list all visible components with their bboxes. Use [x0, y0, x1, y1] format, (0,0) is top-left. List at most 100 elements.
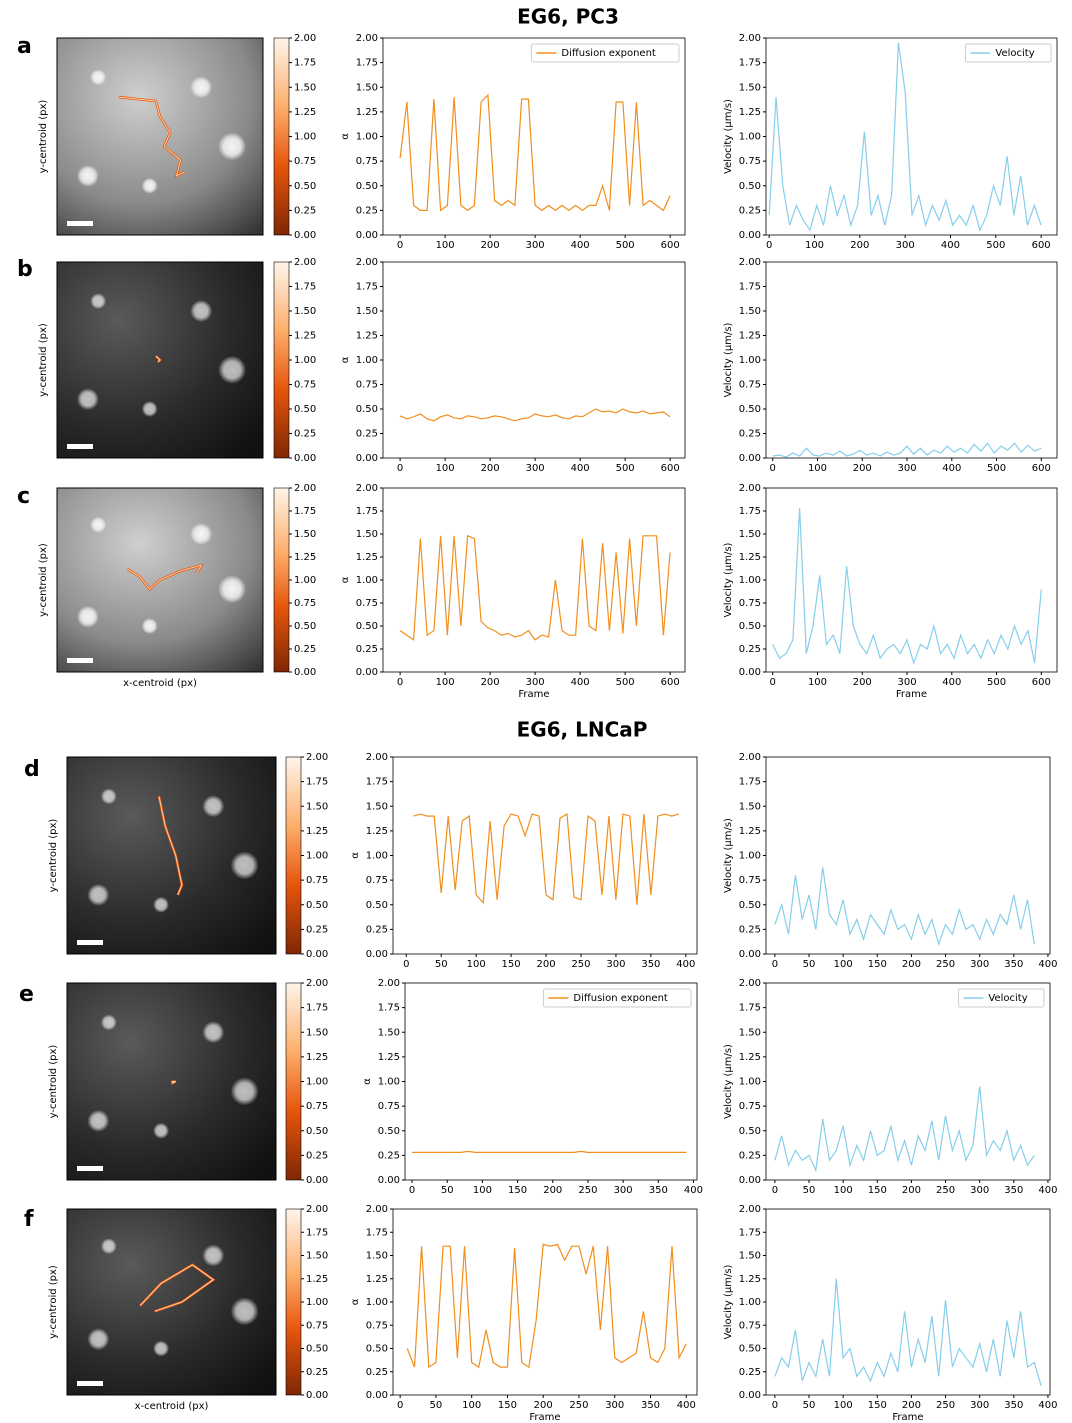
y-tick-label: 2.00	[739, 257, 761, 268]
scale-bar	[67, 221, 93, 226]
plot-frame	[382, 487, 686, 673]
x-tick-label: 400	[1038, 1185, 1057, 1196]
y-tick-label: 0.50	[356, 621, 378, 632]
plot-frame	[382, 37, 686, 236]
cell-spot	[100, 788, 117, 805]
x-tick-label: 200	[481, 677, 500, 688]
data-line	[774, 867, 1035, 947]
cell-spot	[190, 300, 213, 322]
y-tick-label: 1.50	[739, 82, 761, 93]
colorbar-tick-label: 1.25	[294, 107, 316, 118]
colorbar-tick-label: 1.75	[306, 1003, 328, 1014]
colorbar-tick-label: 1.75	[306, 1227, 328, 1238]
x-tick-label: 600	[1032, 463, 1051, 474]
frame	[56, 487, 264, 673]
y-tick-label: 2.00	[356, 483, 378, 494]
y-tick-label: 0.25	[356, 429, 378, 440]
x-tick-label: 200	[850, 240, 869, 251]
cell-spot	[202, 795, 225, 818]
y-tick-label: 0.50	[356, 404, 378, 415]
y-axis-label: Velocity (μm/s)	[723, 542, 734, 617]
y-tick-label: 0.75	[356, 156, 378, 167]
x-tick-label: 0	[397, 1400, 403, 1411]
x-tick-label: 250	[571, 959, 590, 970]
y-tick-label: 0.25	[378, 1150, 400, 1161]
cell-spot	[218, 355, 247, 384]
x-tick-label: 0	[772, 959, 778, 970]
y-axis-label: α	[340, 133, 351, 140]
y-tick-label: 0.00	[739, 230, 761, 241]
y-tick-label: 0.50	[739, 1344, 761, 1355]
y-tick-label: 2.00	[739, 978, 761, 989]
legend-label: Velocity	[988, 993, 1027, 1004]
colorbar-tick-label: 1.00	[306, 1077, 328, 1088]
plot-frame	[392, 756, 698, 955]
cell-spot	[230, 851, 259, 880]
y-tick-label: 1.25	[356, 552, 378, 563]
colorbar-tick-label: 1.00	[294, 355, 316, 366]
y-tick-label: 1.50	[356, 306, 378, 317]
y-axis-label: y-centroid (px)	[48, 819, 59, 893]
y-axis-label: Velocity (μm/s)	[723, 99, 734, 174]
y-tick-label: 0.50	[366, 900, 388, 911]
data-line	[413, 813, 679, 905]
plot-frame	[382, 261, 686, 459]
frame	[66, 1208, 277, 1396]
cell-spot	[100, 1238, 117, 1255]
colorbar-tick-label: 0.75	[294, 380, 316, 391]
colorbar-tick-label: 1.25	[294, 331, 316, 342]
x-tick-label: 400	[1038, 1400, 1057, 1411]
x-tick-label: 50	[441, 1185, 454, 1196]
y-tick-label: 0.75	[739, 380, 761, 391]
x-tick-label: 0	[397, 677, 403, 688]
y-tick-label: 1.50	[356, 82, 378, 93]
cell-spot	[141, 618, 158, 634]
colorbar-tick-label: 0.50	[306, 1344, 328, 1355]
colorbar-tick-label: 1.00	[306, 851, 328, 862]
y-axis-label: y-centroid (px)	[48, 1265, 59, 1339]
x-tick-label: 500	[616, 240, 635, 251]
x-tick-label: 150	[868, 1185, 887, 1196]
y-tick-label: 1.25	[739, 552, 761, 563]
y-tick-label: 1.75	[739, 282, 761, 293]
colorbar-tick-label: 0.00	[294, 453, 316, 464]
colorbar	[273, 261, 290, 459]
y-tick-label: 2.00	[356, 33, 378, 44]
x-tick-label: 100	[808, 677, 827, 688]
image-panel	[56, 261, 264, 459]
x-tick-label: 350	[1004, 959, 1023, 970]
data-line	[772, 508, 1042, 665]
plot-frame	[765, 487, 1058, 673]
x-tick-label: 0	[397, 463, 403, 474]
x-tick-label: 100	[473, 1185, 492, 1196]
data-line	[399, 534, 671, 641]
colorbar-tick-label: 1.25	[306, 826, 328, 837]
y-tick-label: 0.50	[739, 621, 761, 632]
x-tick-label: 600	[1032, 240, 1051, 251]
y-axis-label: y-centroid (px)	[38, 100, 49, 174]
y-tick-label: 1.50	[739, 1027, 761, 1038]
image-panel	[56, 487, 264, 673]
y-tick-label: 0.00	[739, 667, 761, 678]
x-tick-label: 100	[467, 959, 486, 970]
x-tick-label: 50	[803, 1185, 816, 1196]
plot-frame	[404, 982, 698, 1181]
colorbar-tick-label: 0.50	[294, 181, 316, 192]
scale-bar	[77, 1166, 103, 1171]
trajectory-highlight	[171, 1081, 176, 1084]
plot-frame	[392, 1208, 698, 1396]
y-tick-label: 0.00	[739, 1175, 761, 1186]
colorbar-tick-label: 2.00	[294, 257, 316, 268]
y-tick-label: 2.00	[366, 752, 388, 763]
y-tick-label: 1.25	[378, 1052, 400, 1063]
y-tick-label: 1.00	[739, 132, 761, 143]
colorbar-tick-label: 1.50	[294, 529, 316, 540]
y-tick-label: 0.00	[378, 1175, 400, 1186]
x-tick-label: 100	[834, 1400, 853, 1411]
cell-spot	[202, 1021, 225, 1044]
colorbar-tick-label: 0.00	[306, 1390, 328, 1401]
x-tick-label: 250	[936, 1185, 955, 1196]
x-tick-label: 200	[853, 463, 872, 474]
colorbar-tick-label: 2.00	[306, 978, 328, 989]
y-tick-label: 0.25	[366, 1367, 388, 1378]
